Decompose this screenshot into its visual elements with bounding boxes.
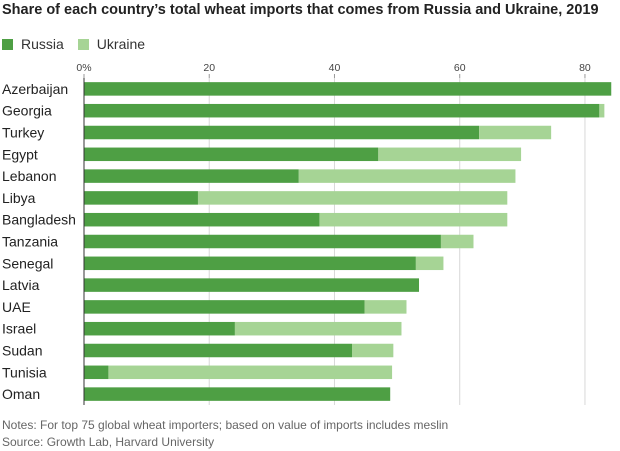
- x-tick-label: 80: [579, 62, 591, 74]
- category-label: Israel: [2, 321, 36, 337]
- bar-russia: [84, 103, 600, 118]
- bar-ukraine: [364, 300, 407, 314]
- bar-russia: [84, 234, 441, 249]
- bar-russia: [84, 256, 416, 271]
- bar-russia: [84, 321, 235, 336]
- bar-ukraine: [440, 234, 474, 249]
- legend-item-ukraine: Ukraine: [77, 36, 146, 52]
- bar-russia: [84, 365, 109, 380]
- category-label: Oman: [2, 386, 40, 402]
- x-tick-label: 0%: [76, 62, 91, 74]
- x-tick-label: 40: [329, 62, 341, 74]
- bar-ukraine: [479, 125, 552, 140]
- category-label: Egypt: [2, 146, 38, 162]
- category-label: Tunisia: [2, 364, 47, 380]
- bar-ukraine: [298, 169, 516, 183]
- legend-item-russia: Russia: [2, 36, 64, 52]
- category-label: Tanzania: [2, 234, 58, 250]
- category-label: Lebanon: [2, 168, 57, 184]
- legend-swatch-russia: [2, 38, 13, 50]
- category-label: Azerbaijan: [2, 81, 68, 97]
- legend-label-russia: Russia: [21, 36, 64, 52]
- bar-ukraine: [599, 103, 605, 118]
- category-label: Georgia: [2, 103, 52, 119]
- source-line: Source: Growth Lab, Harvard University: [2, 435, 215, 449]
- bar-russia: [84, 169, 299, 183]
- category-label: UAE: [2, 299, 31, 315]
- x-tick-label: 60: [454, 62, 466, 74]
- legend-swatch-ukraine: [77, 38, 89, 50]
- x-tick-label: 20: [203, 62, 215, 74]
- bar-russia: [84, 125, 480, 140]
- bar-ukraine: [415, 256, 444, 271]
- bar-russia: [84, 343, 353, 358]
- legend-label-ukraine: Ukraine: [96, 36, 146, 52]
- bar-russia: [84, 82, 612, 96]
- bar-ukraine: [197, 191, 508, 205]
- bar-ukraine: [378, 147, 522, 162]
- bar-russia: [84, 147, 379, 162]
- bar-ukraine: [234, 321, 402, 336]
- bar-ukraine: [352, 343, 394, 358]
- category-label: Turkey: [2, 125, 44, 141]
- bar-russia: [84, 300, 365, 314]
- category-label: Sudan: [2, 343, 42, 359]
- legend: Russia Ukraine: [2, 36, 159, 52]
- category-label: Senegal: [2, 255, 53, 271]
- chart-title: Share of each country’s total wheat impo…: [2, 2, 599, 18]
- category-label: Libya: [2, 190, 36, 206]
- bar-ukraine: [319, 212, 508, 227]
- bar-chart: 0% 20 40 60 80 Azerbaijan Georgia Turkey Egypt Le…: [2, 62, 612, 405]
- bar-russia: [84, 278, 420, 292]
- notes-line: Notes: For top 75 global wheat importers…: [2, 418, 449, 432]
- bar-russia: [84, 212, 320, 227]
- chart-notes: Notes: For top 75 global wheat importers…: [2, 417, 448, 451]
- category-label: Latvia: [2, 277, 40, 293]
- bar-russia: [84, 387, 391, 401]
- bar-russia: [84, 191, 198, 205]
- bar-ukraine: [108, 365, 393, 380]
- category-label: Bangladesh: [2, 212, 76, 228]
